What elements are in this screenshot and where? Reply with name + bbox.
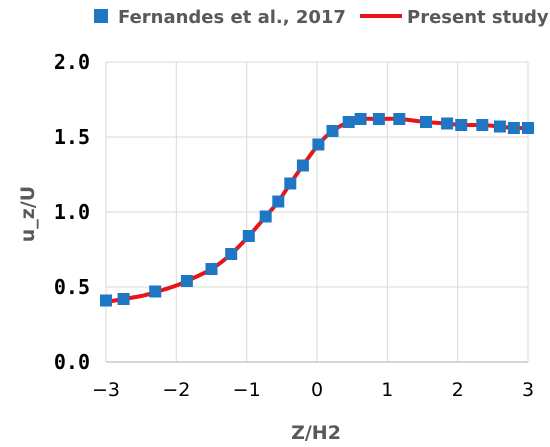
- data-point-fernandes: [180, 275, 193, 287]
- data-point-fernandes: [117, 293, 130, 305]
- x-tick-label: −3: [92, 379, 120, 401]
- y-tick-label: 2.0: [54, 50, 90, 74]
- data-point-fernandes: [296, 159, 309, 172]
- x-tick-label: −2: [162, 379, 190, 401]
- x-tick-label: 3: [522, 379, 534, 401]
- data-point-fernandes: [225, 248, 238, 260]
- data-point-fernandes: [493, 120, 506, 133]
- x-tick-label: 1: [381, 379, 393, 401]
- data-point-fernandes: [354, 113, 367, 125]
- data-point-fernandes: [507, 122, 520, 134]
- x-tick-label: −1: [233, 379, 261, 401]
- legend: Fernandes et al., 2017 Present study: [94, 7, 549, 28]
- y-tick-labels: 0.0 0.5 1.0 1.5 2.0: [54, 50, 90, 374]
- legend-label-present: Present study: [407, 7, 549, 28]
- data-point-fernandes: [420, 116, 432, 128]
- x-tick-label: 2: [452, 379, 464, 401]
- data-point-fernandes: [205, 263, 218, 275]
- x-tick-label: 0: [311, 379, 323, 401]
- x-tick-labels: −3 −2 −1 0 1 2 3: [92, 379, 534, 401]
- series-markers-fernandes: [100, 113, 534, 307]
- data-point-fernandes: [312, 138, 325, 151]
- data-point-fernandes: [149, 285, 162, 298]
- data-point-fernandes: [393, 113, 406, 125]
- y-tick-label: 0.0: [54, 350, 90, 374]
- y-tick-label: 1.0: [54, 200, 90, 224]
- data-point-fernandes: [284, 177, 297, 190]
- data-point-fernandes: [259, 210, 272, 223]
- y-tick-label: 1.5: [54, 125, 90, 149]
- data-point-fernandes: [522, 122, 534, 134]
- x-axis-title: Z/H2: [291, 422, 341, 444]
- data-point-fernandes: [342, 116, 355, 128]
- data-point-fernandes: [100, 294, 112, 307]
- data-point-fernandes: [272, 195, 285, 208]
- y-axis-title: u_z/U: [17, 186, 39, 242]
- data-point-fernandes: [326, 125, 339, 137]
- data-point-fernandes: [372, 113, 385, 125]
- data-point-fernandes: [476, 119, 489, 131]
- legend-label-fernandes: Fernandes et al., 2017: [118, 7, 346, 28]
- gridlines: [105, 61, 529, 363]
- legend-marker-fernandes: [94, 9, 108, 23]
- data-point-fernandes: [441, 117, 454, 130]
- data-point-fernandes: [242, 230, 255, 242]
- data-point-fernandes: [455, 119, 468, 131]
- y-tick-label: 0.5: [54, 275, 90, 299]
